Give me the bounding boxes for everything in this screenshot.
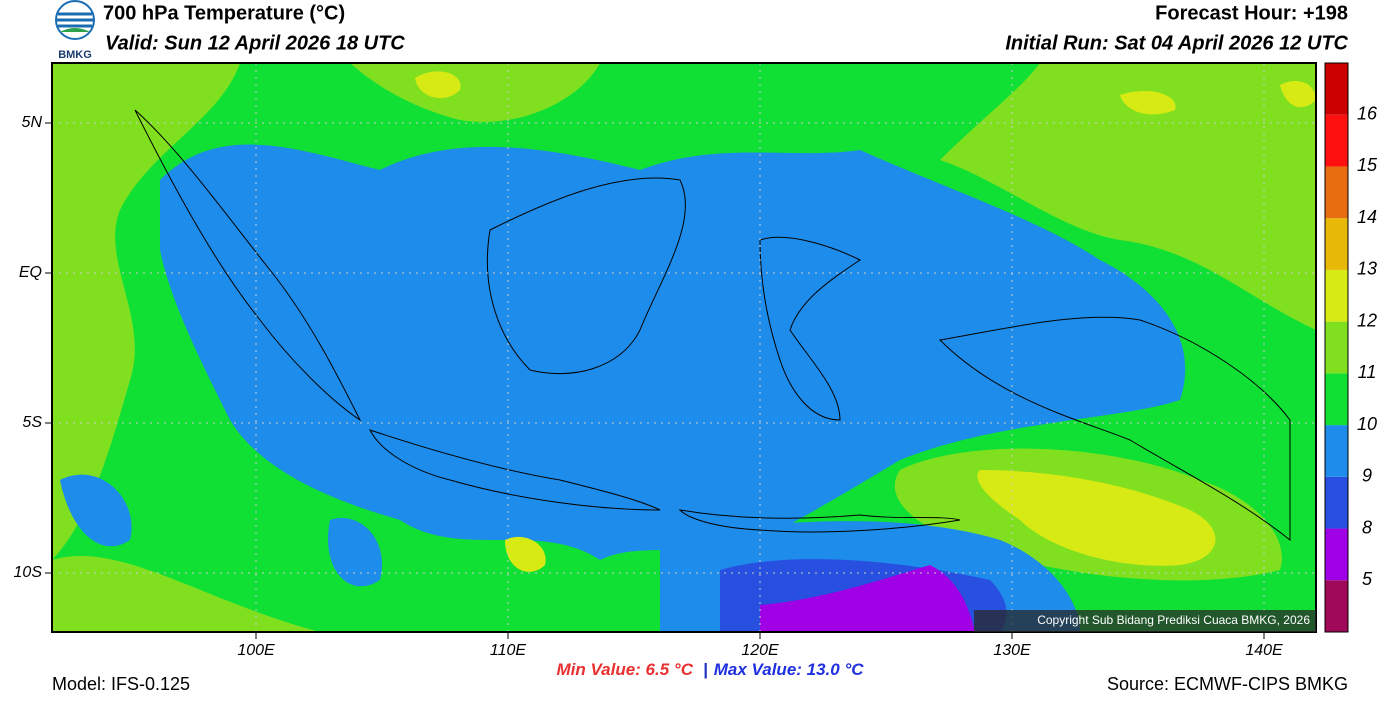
- colorbar-segment: [1325, 321, 1348, 374]
- graticule: [52, 63, 1316, 632]
- temperature-field: [52, 63, 1316, 632]
- copyright-box: [974, 610, 1316, 632]
- model: Model: IFS-0.125: [52, 674, 190, 694]
- axes: 5N EQ 5S 10S 100E 110E 120E 130E 140E: [14, 114, 1283, 659]
- colorbar-segment: [1325, 114, 1348, 167]
- colorbar-segment: [1325, 218, 1348, 270]
- valid-time: Valid: Sun 12 April 2026 18 UTC: [105, 32, 405, 54]
- colorbar-label: 5: [1362, 569, 1373, 589]
- separator: |: [703, 660, 708, 679]
- colorbar-segment: [1325, 63, 1348, 115]
- colorbar-label: 15: [1357, 155, 1378, 175]
- initial-run: Initial Run: Sat 04 April 2026 12 UTC: [1005, 32, 1348, 54]
- colorbar-label: 16: [1357, 103, 1378, 123]
- colorbar-segment: [1325, 476, 1348, 529]
- lat-label: 10S: [14, 564, 43, 581]
- colorbar-label: 13: [1357, 259, 1377, 279]
- colorbar-segment: [1325, 528, 1348, 581]
- logo-text: BMKG: [58, 49, 92, 61]
- colorbar-segment: [1325, 166, 1348, 219]
- lon-label: 110E: [490, 642, 527, 659]
- lon-label: 120E: [741, 642, 779, 659]
- min-max: Min Value: 6.5 °C | Max Value: 13.0 °C: [556, 660, 864, 679]
- colorbar-label: 12: [1357, 310, 1377, 330]
- logo: BMKG: [55, 0, 95, 61]
- colorbar-segment: [1325, 425, 1348, 477]
- min-value: Min Value: 6.5 °C: [556, 660, 693, 679]
- colorbar: 5 8 9 10 11 12 13 14 15 16: [1324, 62, 1378, 633]
- colorbar-label: 14: [1357, 207, 1377, 227]
- colorbar-segment: [1325, 269, 1348, 322]
- lon-label: 130E: [993, 642, 1031, 659]
- lat-label: EQ: [19, 264, 42, 281]
- copyright: Copyright Sub Bidang Prediksi Cuaca BMKG…: [1037, 613, 1310, 627]
- lat-label: 5S: [22, 414, 42, 431]
- colorbar-frame: [1324, 62, 1349, 633]
- lon-label: 100E: [237, 642, 275, 659]
- map-frame: [51, 62, 1317, 633]
- forecast-hour: Forecast Hour: +198: [1155, 2, 1348, 24]
- colorbar-segment: [1325, 373, 1348, 426]
- colorbar-label: 8: [1362, 517, 1372, 537]
- title: 700 hPa Temperature (°C): [103, 2, 345, 24]
- colorbar-label: 10: [1357, 414, 1377, 434]
- colorbar-label: 9: [1362, 466, 1372, 486]
- colorbar-label: 11: [1358, 362, 1377, 382]
- lon-label: 140E: [1245, 642, 1283, 659]
- colorbar-segment: [1325, 580, 1348, 632]
- lat-label: 5N: [22, 114, 43, 131]
- source: Source: ECMWF-CIPS BMKG: [1107, 674, 1348, 694]
- max-value: Max Value: 13.0 °C: [714, 660, 865, 679]
